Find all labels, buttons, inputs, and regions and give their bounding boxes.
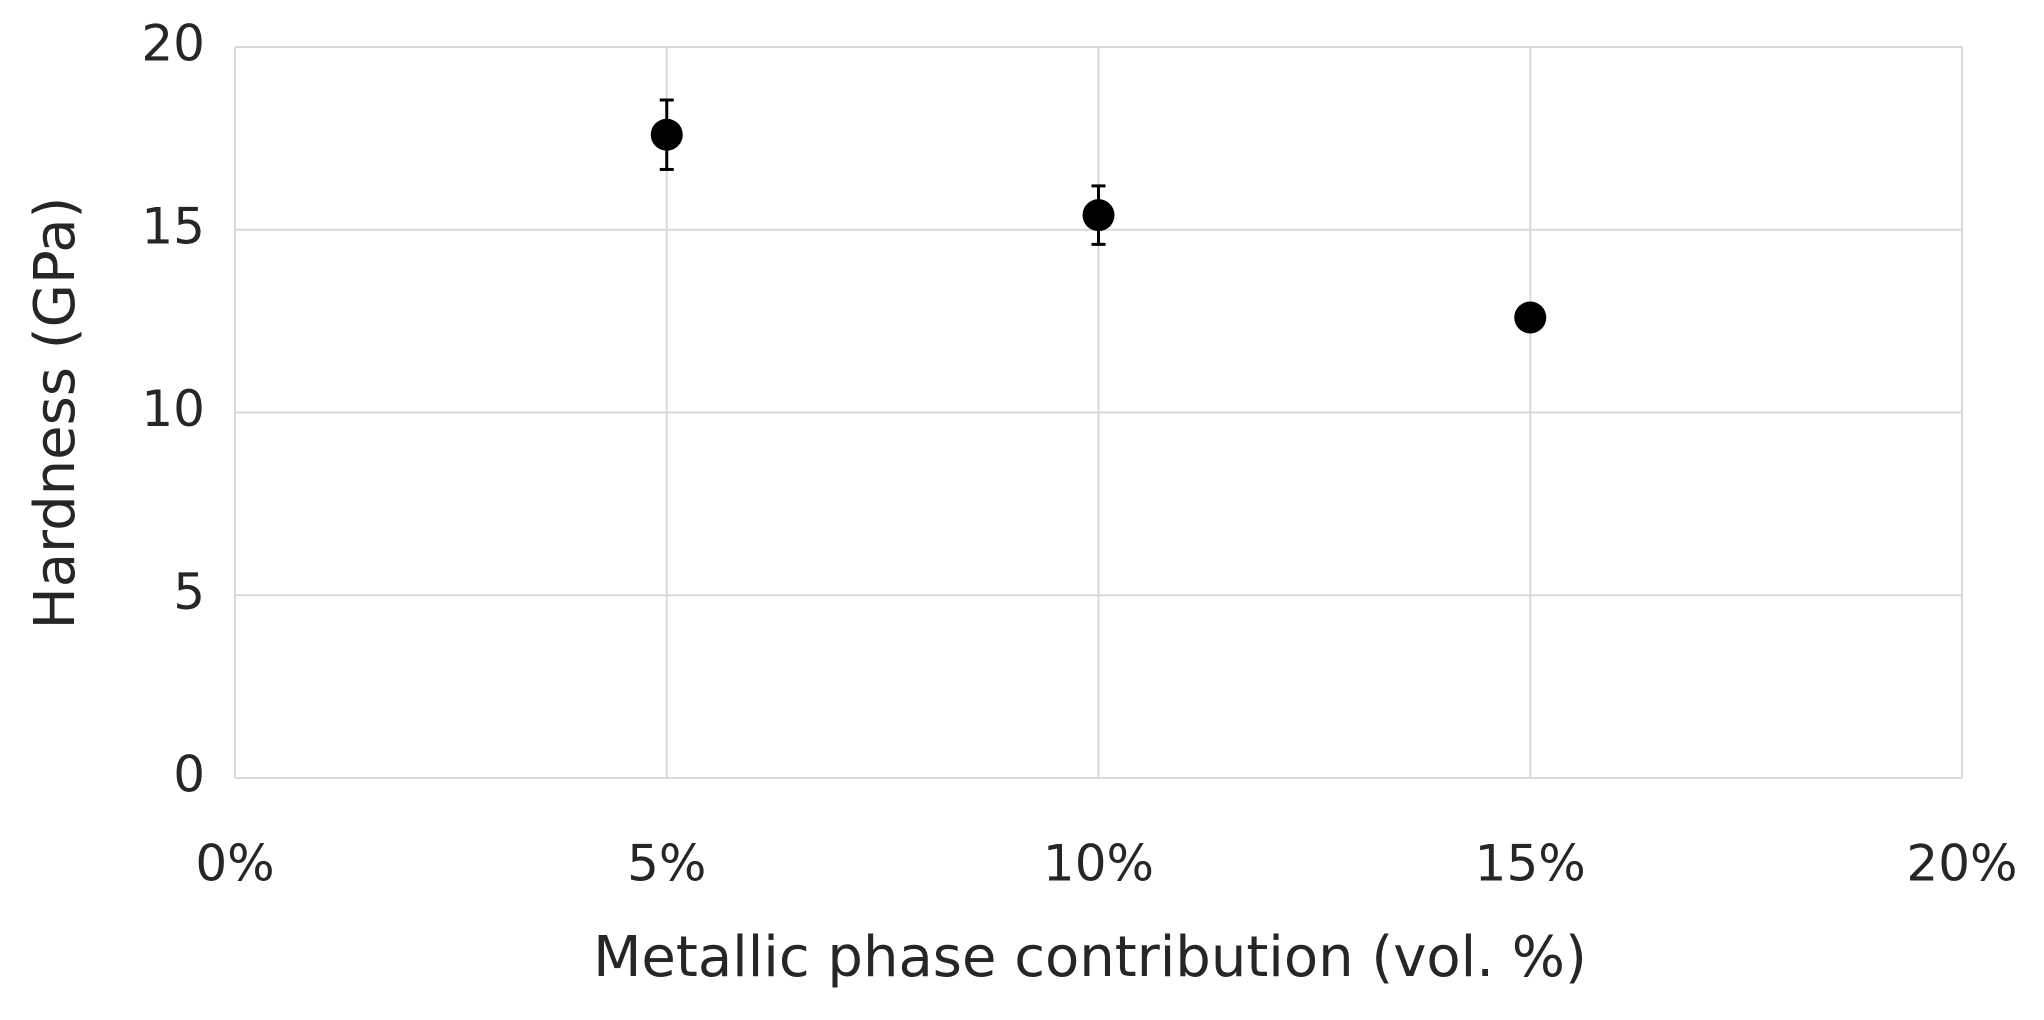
y-tick-label: 15 bbox=[141, 197, 205, 255]
point bbox=[650, 118, 683, 151]
x-tick-label: 5% bbox=[627, 835, 706, 893]
x-tick-label: 10% bbox=[1043, 835, 1154, 893]
y-tick-label: 20 bbox=[141, 15, 205, 73]
y-tick-label: 10 bbox=[141, 380, 205, 438]
point bbox=[1082, 199, 1115, 232]
x-tick-label: 20% bbox=[1906, 835, 2017, 893]
y-axis-title: Hardness (GPa) bbox=[23, 197, 88, 630]
x-axis-title: Metallic phase contribution (vol. %) bbox=[593, 925, 1587, 990]
x-tick-label: 15% bbox=[1475, 835, 1586, 893]
point bbox=[1514, 301, 1547, 334]
y-tick-label: 0 bbox=[173, 746, 205, 804]
y-tick-label: 5 bbox=[173, 563, 205, 621]
x-tick-label: 0% bbox=[195, 835, 274, 893]
